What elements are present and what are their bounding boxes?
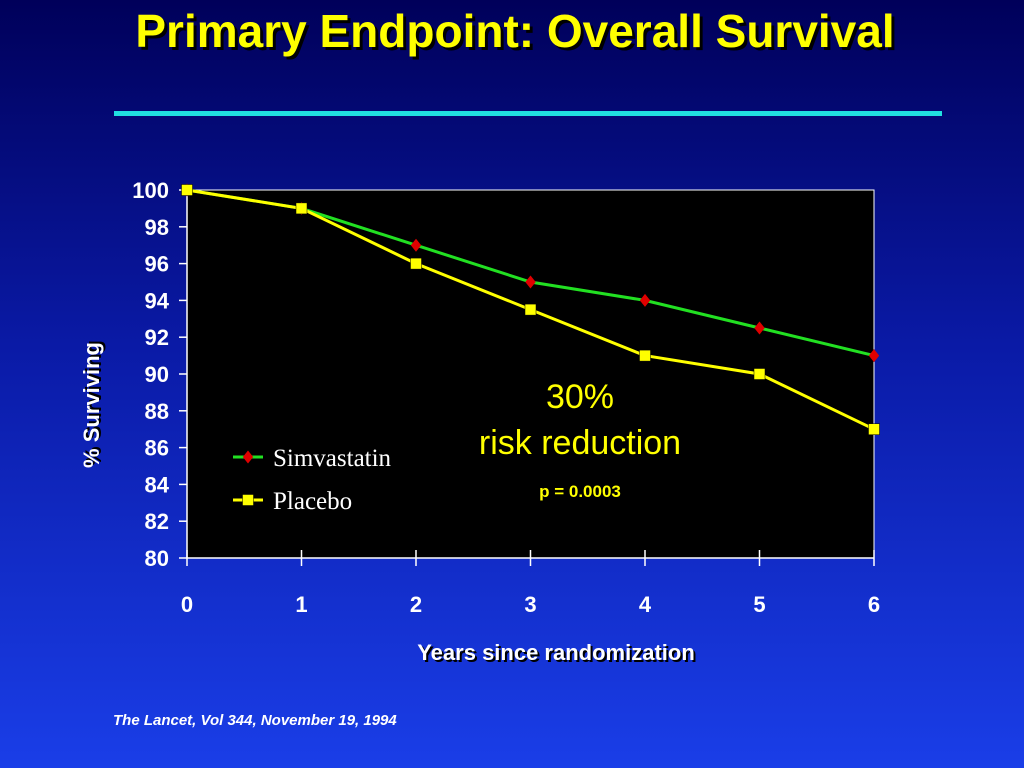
x-tick-label: 4 [639, 592, 652, 617]
y-tick-label: 82 [145, 509, 169, 534]
y-tick-label: 98 [145, 215, 169, 240]
legend-marker-simvastatin [242, 450, 254, 464]
y-tick-label: 88 [145, 399, 169, 424]
point-placebo [410, 257, 422, 270]
y-tick-label: 92 [145, 325, 169, 350]
x-tick-label: 3 [524, 592, 536, 617]
legend-label-simvastatin: Simvastatin [273, 445, 392, 472]
point-placebo [639, 349, 651, 362]
point-simvastatin [639, 293, 651, 307]
y-tick-label: 96 [145, 252, 169, 277]
point-placebo [524, 303, 537, 316]
x-tick-label: 6 [868, 592, 880, 617]
annotation-pvalue: p = 0.0003 [539, 482, 621, 501]
y-tick-label: 84 [145, 472, 170, 497]
point-simvastatin [525, 275, 536, 289]
point-placebo [295, 202, 308, 215]
legend-label-placebo: Placebo [273, 488, 352, 515]
point-placebo [753, 368, 766, 380]
y-tick-label: 100 [132, 178, 169, 203]
y-tick-label: 94 [145, 288, 170, 313]
point-simvastatin [868, 349, 880, 363]
title-underline [114, 111, 942, 116]
source-citation: The Lancet, Vol 344, November 19, 1994 [113, 712, 397, 729]
x-axis-label: Years since randomization [417, 640, 695, 665]
x-tick-label: 0 [181, 592, 193, 617]
point-placebo [181, 184, 193, 196]
slide-title: Primary Endpoint: Overall Survival [135, 5, 895, 57]
y-axis-label: % Surviving [79, 342, 104, 468]
y-tick-label: 90 [145, 362, 169, 387]
x-tick-label: 1 [295, 592, 307, 617]
annotation-percent: 30% [545, 378, 615, 416]
annotation-risk-reduction: risk reduction [478, 424, 682, 462]
y-tick-label: 86 [145, 436, 169, 461]
point-simvastatin [754, 321, 765, 335]
x-tick-label: 5 [753, 592, 765, 617]
legend-marker-placebo [242, 494, 254, 506]
point-placebo [868, 423, 880, 435]
point-simvastatin [410, 238, 422, 252]
y-tick-label: 80 [145, 546, 169, 571]
x-tick-label: 2 [410, 592, 422, 617]
